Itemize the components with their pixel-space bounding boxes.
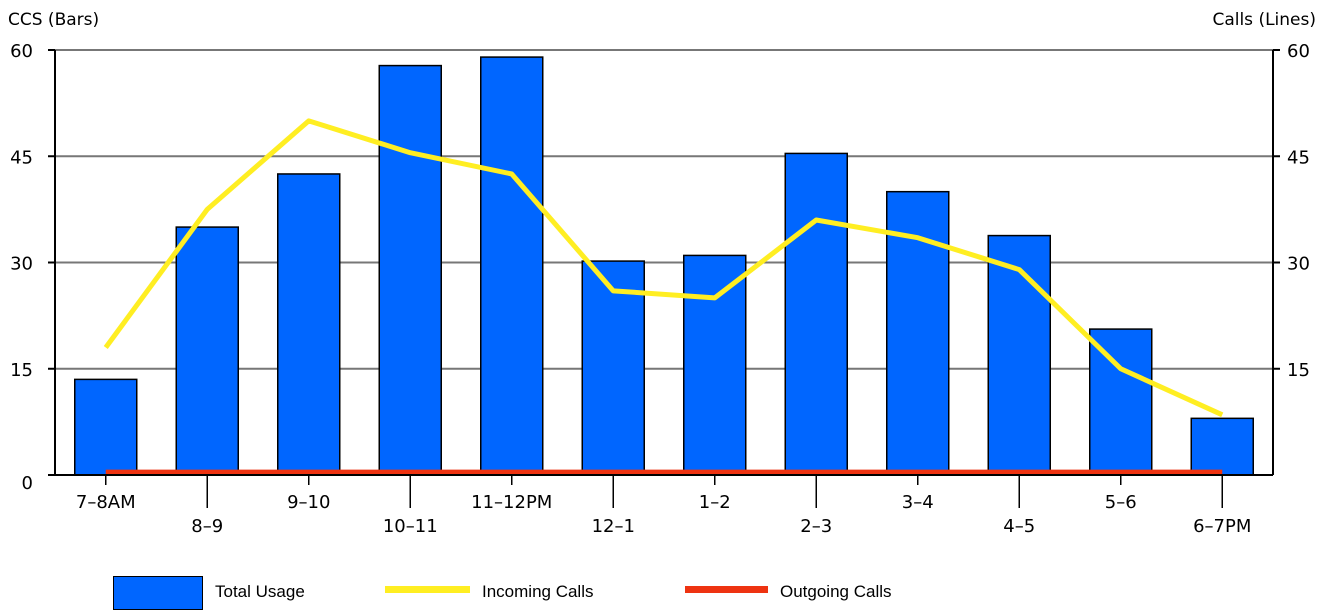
line-series — [103, 118, 1224, 475]
y-tick-label-left: 30 — [10, 254, 33, 275]
x-tick-label: 4–5 — [1003, 516, 1035, 537]
x-tick-label: 7–8AM — [76, 492, 136, 513]
x-tick-label: 1–2 — [699, 492, 731, 513]
series-line-incoming-calls — [103, 118, 1224, 418]
bar — [784, 152, 848, 476]
gridlines — [55, 49, 1273, 370]
x-tick-label: 3–4 — [902, 492, 934, 513]
x-tick-label: 10–11 — [383, 516, 438, 537]
bar — [175, 226, 239, 476]
y-tick-label-left: 15 — [10, 360, 33, 381]
bar — [378, 64, 442, 476]
y-tick-label-left: 45 — [10, 147, 33, 168]
tick-labels: 0 15 30 45 60 15 30 45 60 7–8AM 8–9 9–10 10–11 11–12P… — [10, 41, 1310, 537]
legend-label: Outgoing Calls — [780, 582, 892, 601]
y-tick-label-right: 45 — [1287, 147, 1310, 168]
bar — [277, 173, 341, 476]
x-tick-label: 11–12PM — [471, 492, 552, 513]
y-tick-label-right: 30 — [1287, 254, 1310, 275]
y-axis-label-right: Calls (Lines) — [1212, 10, 1316, 30]
y-axis-label-left: CCS (Bars) — [8, 10, 100, 30]
legend-label: Incoming Calls — [482, 582, 594, 601]
y-tick-label-left: 60 — [10, 41, 33, 62]
legend-swatch — [685, 586, 768, 593]
bar — [581, 260, 645, 476]
x-tick-label: 6–7PM — [1193, 516, 1251, 537]
x-tick-label: 12–1 — [592, 516, 635, 537]
x-tick-label: 5–6 — [1105, 492, 1137, 513]
y-tick-label-left: 0 — [22, 473, 33, 494]
x-tick-label: 8–9 — [191, 516, 223, 537]
legend-label: Total Usage — [215, 582, 305, 601]
x-tick-label: 2–3 — [800, 516, 832, 537]
bar — [74, 378, 138, 476]
legend-swatch — [113, 576, 203, 610]
bar-series — [74, 56, 1254, 476]
bar — [1089, 328, 1153, 476]
axes — [48, 49, 1280, 508]
x-tick-label: 9–10 — [287, 492, 330, 513]
bar — [987, 234, 1051, 476]
y-tick-label-right: 60 — [1287, 41, 1310, 62]
bar — [1190, 417, 1254, 476]
y-tick-label-right: 15 — [1287, 360, 1310, 381]
legend-swatch — [385, 586, 470, 593]
bar — [683, 254, 747, 476]
bar — [480, 56, 544, 476]
